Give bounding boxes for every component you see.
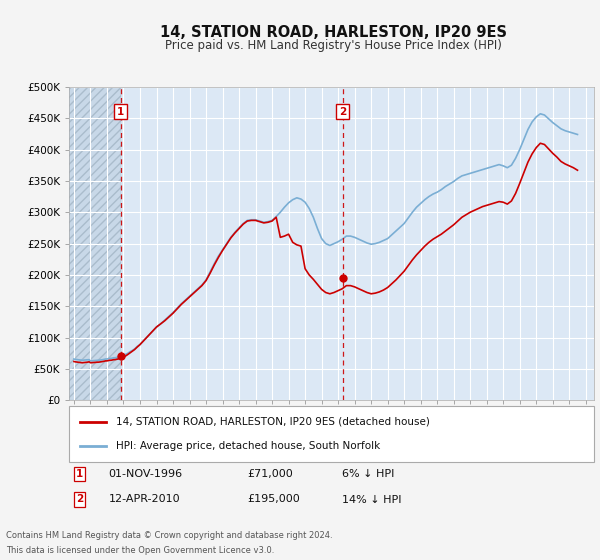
Text: HPI: Average price, detached house, South Norfolk: HPI: Average price, detached house, Sout… [116, 441, 380, 451]
Text: 12-APR-2010: 12-APR-2010 [109, 494, 180, 505]
Bar [69, 87, 121, 400]
Text: 1: 1 [76, 469, 83, 479]
Text: Contains HM Land Registry data © Crown copyright and database right 2024.: Contains HM Land Registry data © Crown c… [6, 531, 332, 540]
Text: £71,000: £71,000 [248, 469, 293, 479]
Text: 14, STATION ROAD, HARLESTON, IP20 9ES: 14, STATION ROAD, HARLESTON, IP20 9ES [160, 25, 506, 40]
Bar [69, 87, 121, 400]
Text: £195,000: £195,000 [248, 494, 300, 505]
Text: Price paid vs. HM Land Registry's House Price Index (HPI): Price paid vs. HM Land Registry's House … [164, 39, 502, 52]
Text: 2: 2 [76, 494, 83, 505]
Text: 01-NOV-1996: 01-NOV-1996 [109, 469, 182, 479]
Text: This data is licensed under the Open Government Licence v3.0.: This data is licensed under the Open Gov… [6, 546, 274, 555]
Text: 6% ↓ HPI: 6% ↓ HPI [342, 469, 394, 479]
Text: 14% ↓ HPI: 14% ↓ HPI [342, 494, 401, 505]
Text: 1: 1 [117, 107, 124, 117]
Text: 14, STATION ROAD, HARLESTON, IP20 9ES (detached house): 14, STATION ROAD, HARLESTON, IP20 9ES (d… [116, 417, 430, 427]
Text: 2: 2 [339, 107, 346, 117]
